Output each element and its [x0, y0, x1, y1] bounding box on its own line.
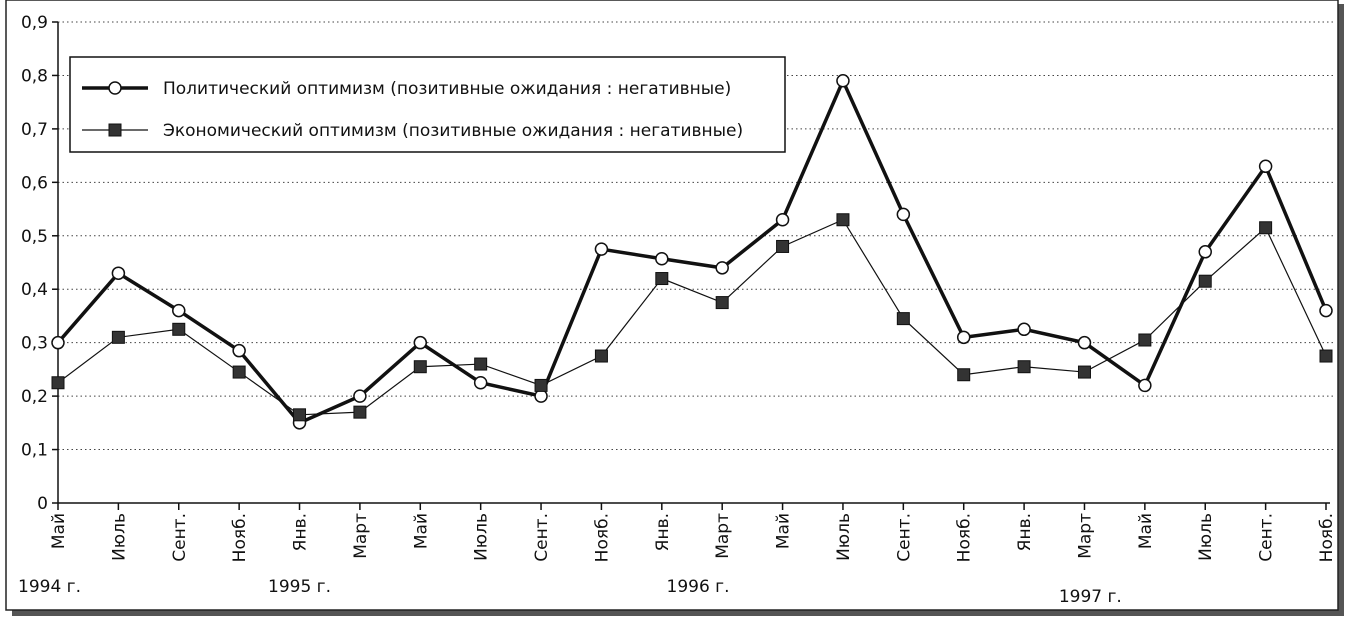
x-tick-label: Нояб.: [592, 513, 612, 562]
y-tick-label: 0,8: [21, 66, 48, 86]
y-tick-label: 0,4: [21, 280, 48, 300]
point: [413, 335, 428, 350]
legend-box: [69, 56, 786, 153]
point: [473, 376, 488, 390]
x-tick-label: Сент.: [894, 513, 914, 562]
point: [896, 312, 910, 326]
point: [1077, 335, 1092, 350]
legend-label: Политический оптимизм (позитивные ожидан…: [163, 79, 731, 99]
y-tick-label: 0,3: [21, 334, 48, 354]
x-tick-label: Март: [351, 513, 371, 559]
y-tick-label: 0,6: [21, 173, 48, 193]
point: [1138, 378, 1152, 393]
x-tick-label: Март: [1075, 513, 1095, 559]
x-tick-label: Сент.: [1257, 513, 1277, 562]
point: [232, 343, 246, 358]
point: [1017, 360, 1031, 374]
legend-label: Экономический оптимизм (позитивные ожида…: [163, 121, 743, 141]
point: [172, 303, 186, 318]
point: [353, 405, 367, 419]
x-tick-label: Сент.: [532, 513, 552, 562]
y-tick-label: 0: [37, 494, 48, 514]
point: [232, 365, 246, 379]
x-tick-label: Нояб.: [955, 513, 975, 562]
x-tick-label: Нояб.: [230, 513, 250, 562]
y-tick-label: 0,5: [21, 227, 48, 247]
x-tick-label: Янв.: [1015, 513, 1035, 551]
legend-marker: [108, 81, 122, 95]
series-line: [56, 76, 1328, 425]
point: [594, 242, 609, 256]
series-line: [57, 218, 1327, 416]
point: [1017, 322, 1031, 337]
point: [655, 252, 669, 266]
point: [293, 408, 307, 422]
point: [353, 389, 367, 403]
year-label: 1997 г.: [1059, 587, 1122, 607]
point: [957, 368, 971, 382]
point: [111, 330, 125, 344]
legend-marker: [108, 123, 122, 137]
point: [51, 335, 65, 350]
point: [956, 330, 971, 345]
point: [172, 322, 186, 336]
point: [594, 349, 608, 363]
point: [776, 239, 790, 253]
x-tick-label: Март: [713, 513, 733, 559]
point: [715, 261, 729, 275]
point: [1077, 365, 1091, 379]
x-tick-label: Июль: [834, 513, 854, 561]
x-tick-label: Июль: [109, 513, 129, 561]
point: [111, 266, 126, 280]
point: [775, 212, 790, 227]
year-label: 1994 г.: [18, 577, 81, 597]
point: [1319, 303, 1333, 318]
y-tick-label: 0,9: [21, 13, 48, 33]
x-tick-label: Июль: [472, 513, 492, 561]
point: [655, 272, 669, 286]
point: [836, 74, 850, 88]
x-tick-label: Май: [411, 513, 431, 549]
point: [1259, 221, 1273, 235]
y-tick-label: 0,1: [21, 441, 48, 461]
x-tick-label: Июль: [1196, 513, 1216, 561]
point: [1319, 349, 1333, 363]
x-tick-label: Май: [49, 513, 69, 549]
x-tick-label: Янв.: [653, 513, 673, 551]
x-tick-label: Май: [1136, 513, 1156, 549]
point: [1198, 245, 1212, 259]
y-tick-label: 0,2: [21, 387, 48, 407]
point: [534, 378, 548, 392]
point: [896, 207, 911, 222]
point: [1258, 159, 1273, 174]
y-tick-label: 0,7: [21, 120, 48, 140]
point: [836, 213, 850, 227]
point: [413, 360, 427, 374]
x-tick-label: Янв.: [291, 513, 311, 551]
point: [1198, 274, 1212, 288]
point: [715, 296, 729, 310]
point: [474, 357, 488, 371]
point: [1138, 333, 1152, 347]
point: [51, 376, 65, 390]
year-label: 1996 г.: [667, 577, 730, 597]
x-tick-label: Май: [774, 513, 794, 549]
x-tick-label: Нояб.: [1317, 513, 1337, 562]
year-label: 1995 г.: [268, 577, 331, 597]
x-tick-label: Сент.: [170, 513, 190, 562]
